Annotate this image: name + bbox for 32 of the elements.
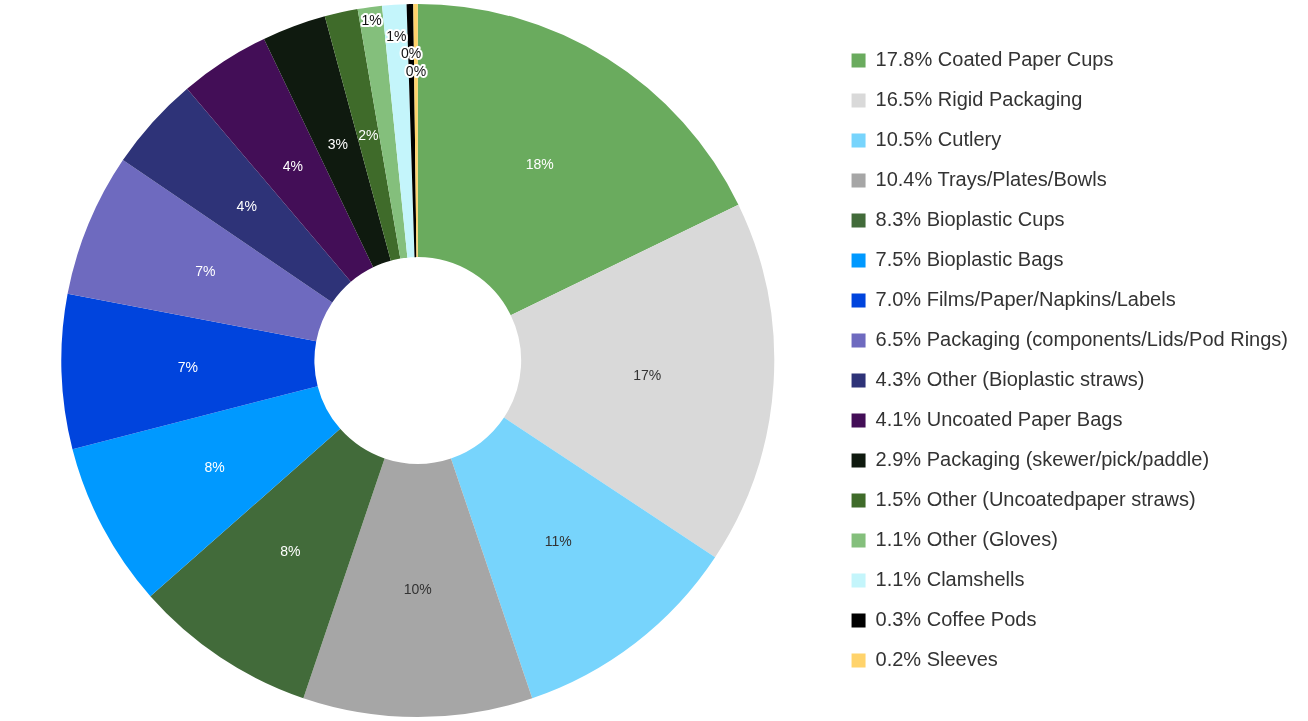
- legend-label: 16.5% Rigid Packaging: [875, 88, 1083, 111]
- legend-label: 17.8% Coated Paper Cups: [875, 48, 1114, 71]
- legend-label: 2.9% Packaging (skewer/pick/paddle): [875, 448, 1210, 471]
- data-label: 0%: [400, 44, 422, 61]
- data-label: 7%: [195, 263, 216, 280]
- legend-label: 8.3% Bioplastic Cups: [875, 208, 1065, 231]
- legend-label: 10.4% Trays/Plates/Bowls: [875, 168, 1107, 191]
- data-label: 8%: [204, 458, 225, 475]
- legend-label: 1.5% Other (Uncoatedpaper straws): [875, 488, 1196, 511]
- legend-label: 1.1% Other (Gloves): [875, 528, 1058, 551]
- legend-label: 7.0% Films/Paper/Napkins/Labels: [875, 288, 1176, 311]
- data-label: 4%: [282, 158, 303, 175]
- data-label: 3%: [327, 135, 348, 152]
- legend-label: 7.5% Bioplastic Bags: [875, 248, 1064, 271]
- legend-label: 1.1% Clamshells: [875, 568, 1025, 591]
- data-label: 7%: [177, 358, 199, 375]
- data-label: 4%: [236, 197, 257, 214]
- data-label: 11%: [544, 533, 572, 550]
- data-label: 1%: [361, 11, 382, 28]
- legend-label: 4.1% Uncoated Paper Bags: [875, 408, 1123, 431]
- data-label: 17%: [633, 366, 662, 383]
- data-label: 10%: [403, 581, 432, 598]
- legend-label: 0.3% Coffee Pods: [875, 608, 1037, 631]
- legend-label: 10.5% Cutlery: [875, 128, 1002, 151]
- data-label: 18%: [525, 156, 554, 173]
- legend-label: 0.2% Sleeves: [875, 648, 998, 671]
- legend-label: 6.5% Packaging (components/Lids/Pod Rings): [875, 328, 1288, 351]
- data-label: 8%: [280, 542, 301, 559]
- data-label: 0%: [405, 62, 427, 79]
- legend-label: 4.3% Other (Bioplastic straws): [875, 368, 1145, 391]
- data-label: 1%: [386, 27, 407, 44]
- data-label: 2%: [358, 126, 379, 143]
